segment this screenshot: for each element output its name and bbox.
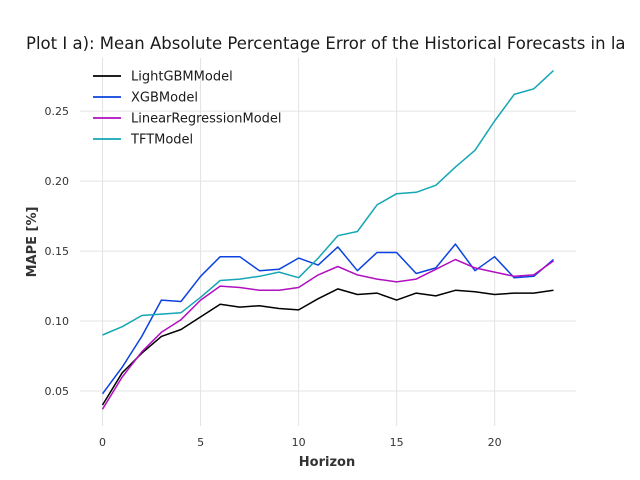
x-tick-label: 0: [99, 436, 106, 449]
legend-label: LightGBMModel: [131, 70, 233, 85]
legend: LightGBMModel XGBModel LinearRegressionMod…: [93, 70, 282, 148]
x-axis-label: Horizon: [299, 455, 355, 470]
series-lines: [101, 70, 555, 410]
y-tick-label: 0.20: [45, 175, 70, 188]
series-line-1: [101, 243, 554, 395]
series-line-0: [101, 288, 554, 406]
y-tick-label: 0.10: [45, 315, 70, 328]
series-line-3: [102, 70, 555, 336]
x-axis-ticks: 0 5 10 15 20: [99, 436, 502, 449]
legend-label: XGBModel: [131, 91, 198, 106]
series-line-2: [101, 258, 554, 410]
x-tick-label: 15: [390, 436, 404, 449]
legend-label: TFTModel: [130, 133, 193, 148]
y-tick-label: 0.15: [45, 245, 70, 258]
x-tick-label: 5: [197, 436, 204, 449]
y-tick-label: 0.25: [45, 105, 70, 118]
x-tick-label: 10: [292, 436, 306, 449]
y-axis-label: MAPE [%]: [25, 207, 40, 278]
chart-title: Plot I a): Mean Absolute Percentage Erro…: [26, 34, 626, 53]
y-tick-label: 0.05: [45, 385, 70, 398]
grid: [80, 58, 576, 426]
y-axis-ticks: 0.05 0.10 0.15 0.20 0.25: [45, 105, 70, 398]
x-tick-label: 20: [488, 436, 502, 449]
legend-label: LinearRegressionModel: [131, 112, 282, 127]
